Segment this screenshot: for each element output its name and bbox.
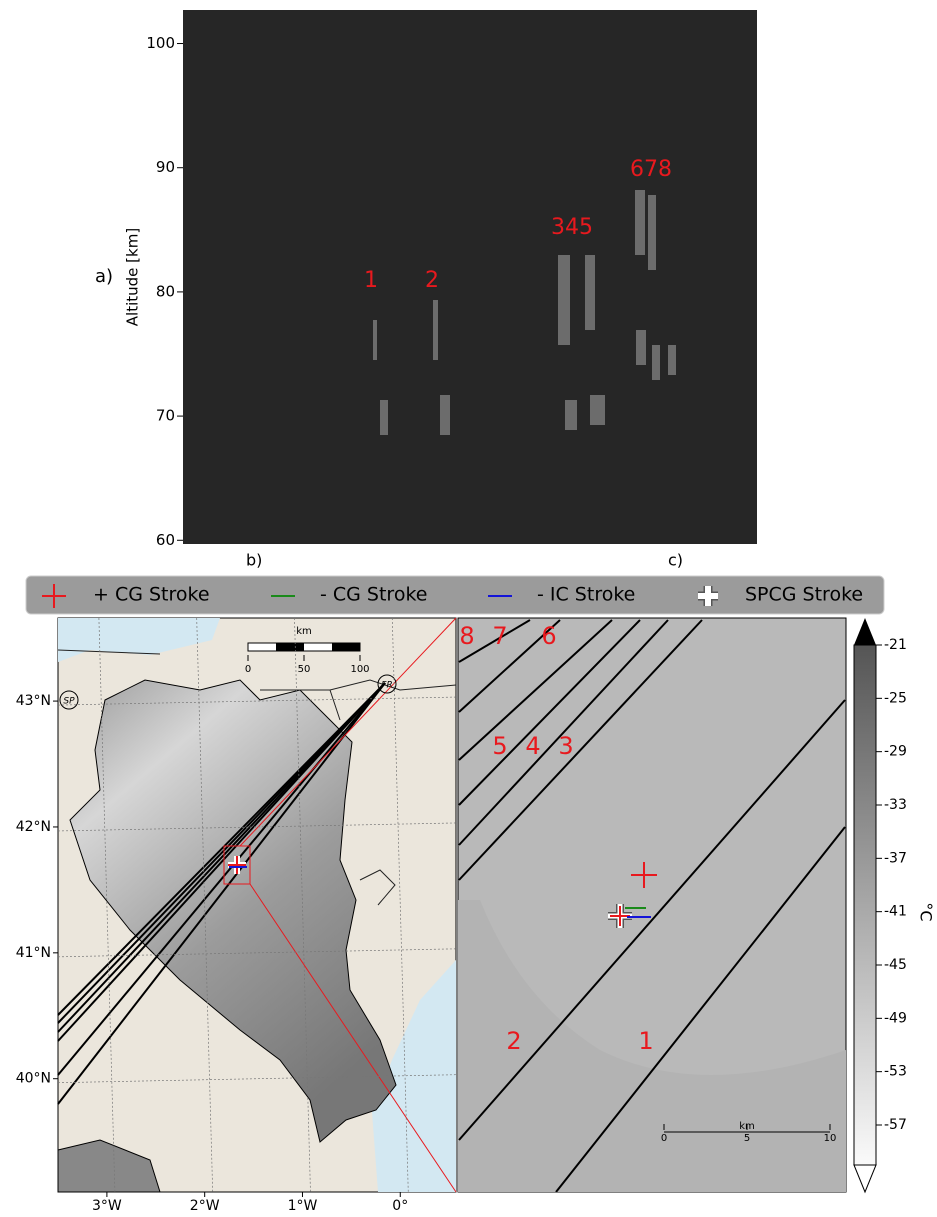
stroke-label: 3 <box>558 732 573 760</box>
scale-label: 0 <box>661 1133 667 1144</box>
scale-label: 100 <box>350 664 369 675</box>
y-axis-label: Altitude [km] <box>124 228 142 326</box>
figure: 60708090100Altitude [km]a)12345678b)c)+ … <box>0 0 937 1213</box>
colorbar-tick-label: -37 <box>884 850 907 866</box>
panel-label: a) <box>95 266 113 287</box>
airglow-image <box>183 10 757 544</box>
colorbar-tick-label: -45 <box>884 957 907 973</box>
scale-label: 0 <box>245 664 251 675</box>
place-label: FR <box>381 681 392 691</box>
stroke-label: 6 <box>541 622 556 650</box>
x-tick-label: 1°W <box>288 1198 318 1213</box>
legend-label: - CG Stroke <box>320 584 427 606</box>
colorbar-tick-label: -25 <box>884 690 907 706</box>
legend-label: - IC Stroke <box>537 584 635 606</box>
stroke-label: 7 <box>492 622 507 650</box>
colorbar-tick-label: -57 <box>884 1117 907 1133</box>
colorbar-tick-label: -49 <box>884 1010 907 1026</box>
place-label: SP <box>63 697 75 707</box>
y-tick-label: 90 <box>156 158 175 176</box>
stroke-label: 4 <box>525 732 540 760</box>
y-tick-label: 43°N <box>16 693 51 709</box>
scale-unit: km <box>296 626 312 637</box>
colorbar <box>854 645 876 1165</box>
sprite-label: 1 <box>364 268 378 293</box>
y-tick-label: 60 <box>156 531 175 549</box>
stroke-label: 8 <box>459 622 474 650</box>
y-tick-label: 41°N <box>16 945 51 961</box>
colorbar-label: °C <box>917 902 936 921</box>
panel-label: c) <box>668 551 683 570</box>
scale-label: 10 <box>824 1133 837 1144</box>
x-tick-label: 3°W <box>92 1198 122 1213</box>
y-tick-label: 70 <box>156 407 175 425</box>
colorbar-tick-label: -29 <box>884 744 907 760</box>
colorbar-tick-label: -33 <box>884 797 907 813</box>
scale-label: 50 <box>298 664 311 675</box>
colorbar-tick-label: -41 <box>884 904 907 920</box>
y-tick-label: 42°N <box>16 819 51 835</box>
stroke-label: 2 <box>506 1027 521 1055</box>
scale-label: 5 <box>744 1133 750 1144</box>
y-tick-label: 40°N <box>16 1071 51 1087</box>
scale-bar <box>332 643 360 651</box>
x-tick-label: 2°W <box>190 1198 220 1213</box>
y-tick-label: 100 <box>146 34 175 52</box>
stroke-label: 1 <box>638 1027 653 1055</box>
colorbar-tick-label: -53 <box>884 1064 907 1080</box>
scale-bar <box>276 643 304 651</box>
colorbar-extend <box>854 1165 876 1192</box>
page: 60708090100Altitude [km]a)12345678b)c)+ … <box>0 0 937 1217</box>
sprite-label: 345 <box>551 215 593 240</box>
sprite-label: 2 <box>425 268 439 293</box>
panel-label: b) <box>246 551 262 570</box>
colorbar-tick-label: -21 <box>884 637 907 653</box>
sprite-label: 678 <box>630 157 672 182</box>
stroke-label: 5 <box>492 732 507 760</box>
legend-label: SPCG Stroke <box>745 584 863 606</box>
legend-label: + CG Stroke <box>93 584 210 606</box>
x-tick-label: 0° <box>392 1198 408 1213</box>
colorbar-extend <box>854 618 876 645</box>
y-tick-label: 80 <box>156 282 175 300</box>
